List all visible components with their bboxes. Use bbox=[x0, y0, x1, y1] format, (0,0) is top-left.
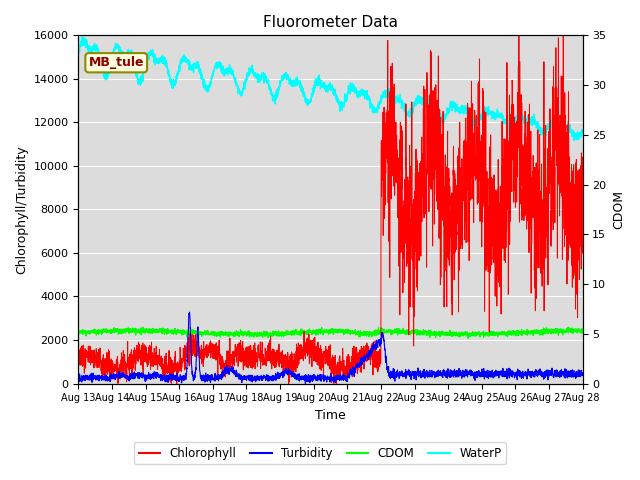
Title: Fluorometer Data: Fluorometer Data bbox=[263, 15, 398, 30]
Y-axis label: CDOM: CDOM bbox=[612, 190, 625, 229]
Y-axis label: Chlorophyll/Turbidity: Chlorophyll/Turbidity bbox=[15, 145, 28, 274]
Text: MB_tule: MB_tule bbox=[88, 56, 144, 69]
X-axis label: Time: Time bbox=[315, 409, 346, 422]
Legend: Chlorophyll, Turbidity, CDOM, WaterP: Chlorophyll, Turbidity, CDOM, WaterP bbox=[134, 442, 506, 465]
